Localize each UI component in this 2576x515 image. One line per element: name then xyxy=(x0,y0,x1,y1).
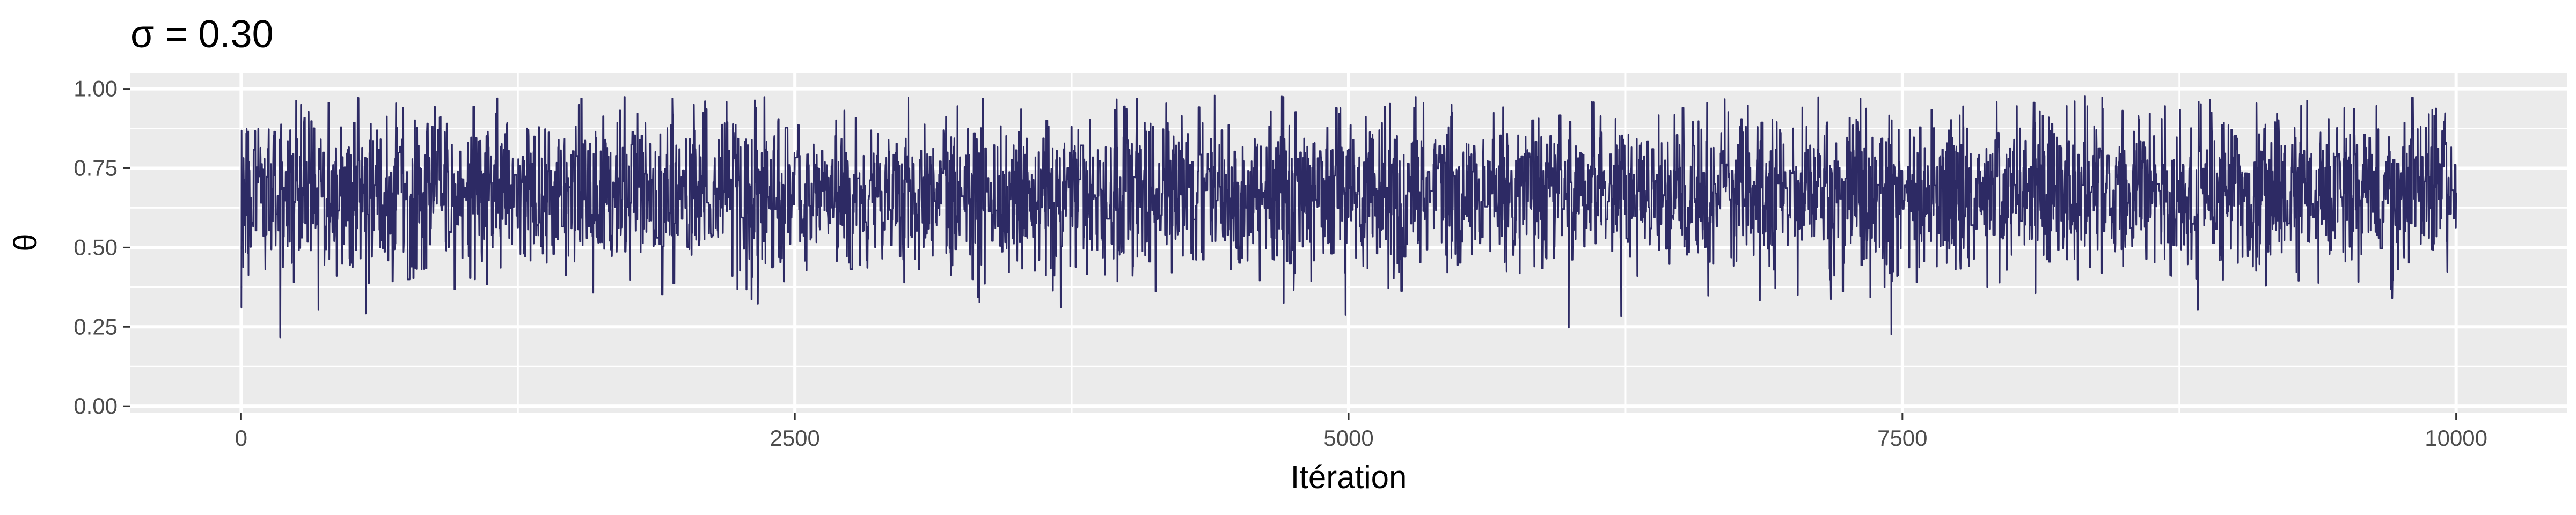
y-tick-label: 0.50 xyxy=(74,234,118,260)
x-axis-title: Itération xyxy=(1291,459,1407,495)
x-tick-label: 7500 xyxy=(1877,425,1927,451)
y-tick-label: 0.75 xyxy=(74,155,118,180)
x-tick-label: 0 xyxy=(235,425,247,451)
y-tick-label: 0.25 xyxy=(74,314,118,339)
y-axis-title: θ xyxy=(8,233,43,251)
y-tick-label: 1.00 xyxy=(74,76,118,101)
y-tick-label: 0.00 xyxy=(74,393,118,418)
x-axis: 0 2500 5000 7500 10000 xyxy=(235,413,2487,451)
major-grid xyxy=(130,73,2567,413)
x-tick-label: 10000 xyxy=(2425,425,2487,451)
plot-title: σ = 0.30 xyxy=(130,13,274,56)
trace-line-group xyxy=(240,94,2457,339)
x-tick-label: 2500 xyxy=(770,425,819,451)
y-axis: 0.00 0.25 0.50 0.75 1.00 xyxy=(74,76,130,418)
series-trace-line xyxy=(240,94,2457,339)
x-tick-label: 5000 xyxy=(1323,425,1373,451)
